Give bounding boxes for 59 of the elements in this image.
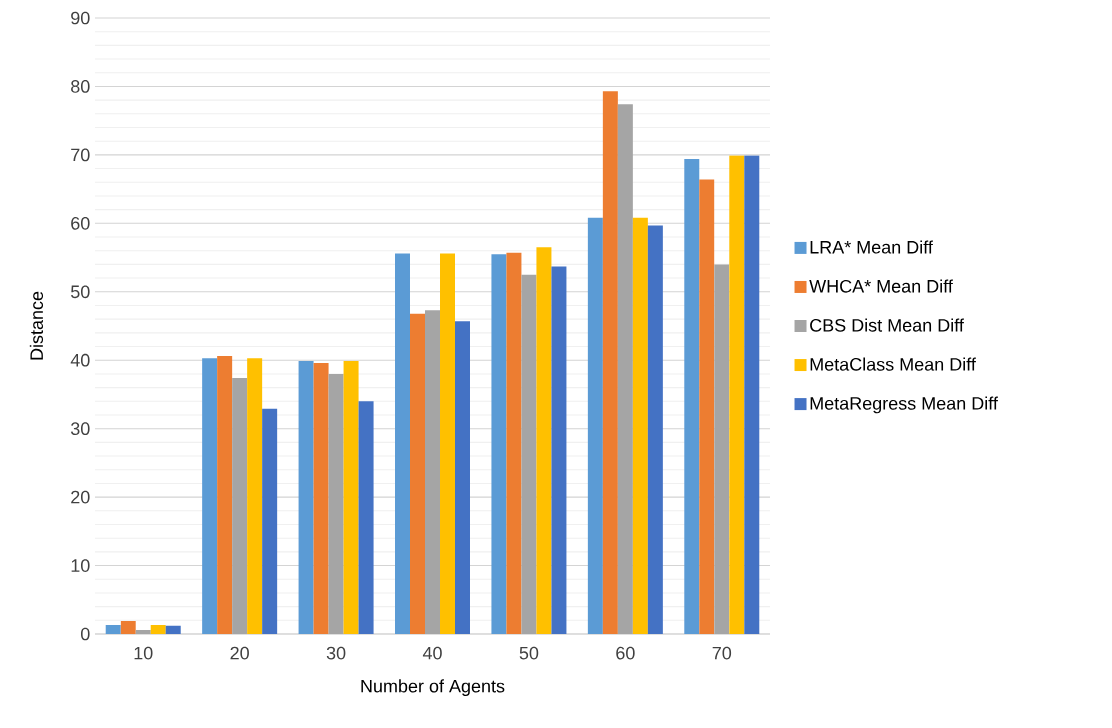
bar — [202, 358, 218, 634]
x-tick-label: 50 — [519, 646, 539, 660]
bar — [232, 378, 248, 634]
legend-label: LRA* Mean Diff — [810, 240, 933, 254]
y-tick-label: 40 — [70, 353, 90, 367]
bar — [602, 91, 618, 634]
bar — [455, 321, 470, 634]
bar — [247, 358, 263, 634]
y-tick-label: 30 — [70, 422, 90, 436]
bar — [617, 104, 633, 634]
x-tick-label: 10 — [134, 646, 153, 660]
bar — [632, 217, 648, 634]
legend-label: MetaRegress Mean Diff — [810, 396, 998, 414]
y-tick-label: 50 — [70, 285, 90, 299]
x-tick-label: 30 — [326, 646, 346, 660]
y-tick-label: 70 — [71, 148, 90, 162]
bar — [521, 274, 537, 634]
y-tick-label: 90 — [71, 11, 90, 25]
bar — [165, 625, 181, 634]
x-tick-label: 20 — [230, 646, 249, 660]
bar — [262, 408, 278, 634]
x-tick-label: 40 — [422, 646, 442, 660]
bar — [120, 621, 136, 634]
bar — [105, 625, 121, 634]
bar — [328, 373, 344, 634]
y-axis-title: Distance — [29, 291, 44, 360]
bar — [440, 253, 455, 634]
bar — [551, 266, 567, 634]
bar — [298, 360, 314, 634]
bar — [491, 254, 507, 634]
y-tick-label: 0 — [80, 627, 90, 641]
y-tick-label: 10 — [71, 559, 90, 572]
bar — [506, 252, 522, 634]
bar — [313, 362, 329, 634]
bar — [699, 179, 715, 634]
bar — [647, 225, 663, 634]
bar — [395, 253, 410, 634]
bar — [410, 313, 425, 634]
x-axis-title: Number of Agents — [361, 679, 505, 697]
y-tick-label: 60 — [71, 216, 90, 230]
y-tick-label: 80 — [71, 80, 90, 93]
bar — [744, 155, 760, 634]
bar — [217, 356, 233, 634]
legend-label: WHCA* Mean Diff — [809, 279, 953, 293]
y-tick-label: 20 — [71, 490, 90, 504]
bar — [714, 264, 730, 634]
bar — [729, 155, 745, 634]
bar — [358, 401, 374, 634]
bar — [684, 159, 700, 634]
bar — [343, 360, 359, 634]
bar — [150, 625, 166, 634]
bar — [135, 629, 151, 634]
legend-label: CBS Dist Mean Diff — [810, 318, 964, 332]
bar — [536, 247, 552, 634]
x-tick-label: 70 — [712, 646, 732, 660]
x-tick-label: 60 — [616, 646, 635, 660]
legend-label: MetaClass Mean Diff — [810, 357, 976, 371]
bar — [425, 310, 441, 634]
bar — [587, 217, 603, 634]
